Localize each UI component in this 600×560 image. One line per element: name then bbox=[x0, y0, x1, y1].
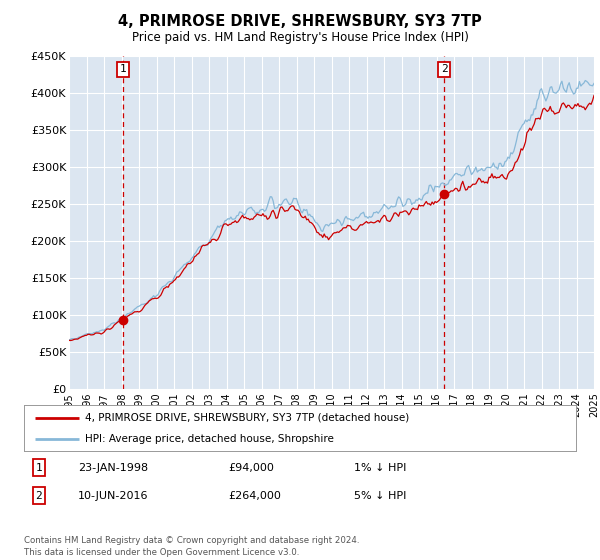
Text: £94,000: £94,000 bbox=[228, 463, 274, 473]
Text: 23-JAN-1998: 23-JAN-1998 bbox=[78, 463, 148, 473]
Text: 2: 2 bbox=[35, 491, 43, 501]
Text: 1: 1 bbox=[35, 463, 43, 473]
Text: Contains HM Land Registry data © Crown copyright and database right 2024.
This d: Contains HM Land Registry data © Crown c… bbox=[24, 536, 359, 557]
Text: £264,000: £264,000 bbox=[228, 491, 281, 501]
Text: 10-JUN-2016: 10-JUN-2016 bbox=[78, 491, 149, 501]
Text: Price paid vs. HM Land Registry's House Price Index (HPI): Price paid vs. HM Land Registry's House … bbox=[131, 31, 469, 44]
Text: HPI: Average price, detached house, Shropshire: HPI: Average price, detached house, Shro… bbox=[85, 435, 334, 444]
Text: 1: 1 bbox=[119, 64, 126, 74]
Text: 5% ↓ HPI: 5% ↓ HPI bbox=[354, 491, 406, 501]
Text: 2: 2 bbox=[441, 64, 448, 74]
Text: 4, PRIMROSE DRIVE, SHREWSBURY, SY3 7TP: 4, PRIMROSE DRIVE, SHREWSBURY, SY3 7TP bbox=[118, 14, 482, 29]
Text: 4, PRIMROSE DRIVE, SHREWSBURY, SY3 7TP (detached house): 4, PRIMROSE DRIVE, SHREWSBURY, SY3 7TP (… bbox=[85, 413, 409, 423]
Text: 1% ↓ HPI: 1% ↓ HPI bbox=[354, 463, 406, 473]
